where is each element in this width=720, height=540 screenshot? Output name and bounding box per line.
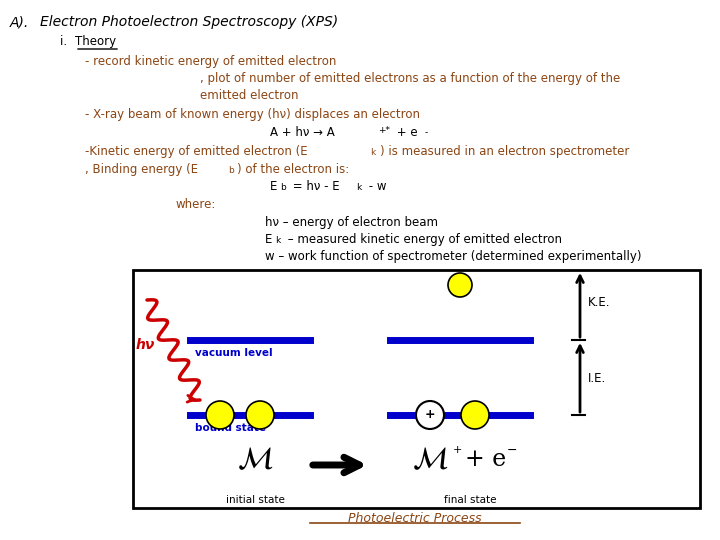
- Circle shape: [461, 401, 489, 429]
- Text: + e: + e: [393, 126, 418, 139]
- Text: $\mathcal{M}$: $\mathcal{M}$: [412, 444, 448, 476]
- Circle shape: [246, 401, 274, 429]
- Text: b: b: [280, 183, 286, 192]
- Text: -: -: [425, 128, 428, 137]
- Text: - X-ray beam of known energy (hν) displaces an electron: - X-ray beam of known energy (hν) displa…: [85, 108, 420, 121]
- Text: Electron Photoelectron Spectroscopy (XPS): Electron Photoelectron Spectroscopy (XPS…: [40, 15, 338, 29]
- Text: -Kinetic energy of emitted electron (E: -Kinetic energy of emitted electron (E: [85, 145, 307, 158]
- Text: final state: final state: [444, 495, 496, 505]
- Text: where:: where:: [175, 198, 215, 211]
- Text: E: E: [265, 233, 272, 246]
- Text: +*: +*: [378, 126, 390, 135]
- Text: −: −: [507, 443, 518, 456]
- Text: w – work function of spectrometer (determined experimentally): w – work function of spectrometer (deter…: [265, 250, 642, 263]
- Text: hν: hν: [136, 338, 156, 352]
- Text: bound state: bound state: [195, 423, 266, 433]
- Text: , plot of number of emitted electrons as a function of the energy of the: , plot of number of emitted electrons as…: [200, 72, 620, 85]
- Text: = hν - E: = hν - E: [289, 180, 340, 193]
- Text: emitted electron: emitted electron: [200, 89, 299, 102]
- Text: $\mathcal{M}$: $\mathcal{M}$: [237, 444, 273, 476]
- Text: + e: + e: [465, 449, 506, 471]
- Text: ) is measured in an electron spectrometer: ) is measured in an electron spectromete…: [380, 145, 629, 158]
- Text: – measured kinetic energy of emitted electron: – measured kinetic energy of emitted ele…: [284, 233, 562, 246]
- Text: , Binding energy (E: , Binding energy (E: [85, 163, 198, 176]
- Bar: [133, 270, 700, 508]
- Circle shape: [206, 401, 234, 429]
- Text: b: b: [228, 166, 234, 175]
- Text: K.E.: K.E.: [588, 296, 611, 309]
- Text: k: k: [275, 236, 280, 245]
- Text: E: E: [270, 180, 277, 193]
- Text: k: k: [370, 148, 375, 157]
- Text: Photoelectric Process: Photoelectric Process: [348, 511, 482, 524]
- Text: k: k: [356, 183, 361, 192]
- Text: Theory: Theory: [75, 35, 116, 48]
- Text: A).: A).: [10, 15, 38, 29]
- Text: +: +: [425, 408, 436, 422]
- Text: i.: i.: [60, 35, 71, 48]
- Text: - record kinetic energy of emitted electron: - record kinetic energy of emitted elect…: [85, 55, 336, 68]
- Text: - w: - w: [365, 180, 387, 193]
- Text: A + hν → A: A + hν → A: [270, 126, 335, 139]
- Text: hν – energy of electron beam: hν – energy of electron beam: [265, 216, 438, 229]
- Circle shape: [416, 401, 444, 429]
- Text: initial state: initial state: [225, 495, 284, 505]
- Text: I.E.: I.E.: [588, 372, 606, 384]
- Circle shape: [448, 273, 472, 297]
- Text: vacuum level: vacuum level: [195, 348, 273, 358]
- Text: ) of the electron is:: ) of the electron is:: [237, 163, 349, 176]
- Text: +: +: [453, 445, 462, 455]
